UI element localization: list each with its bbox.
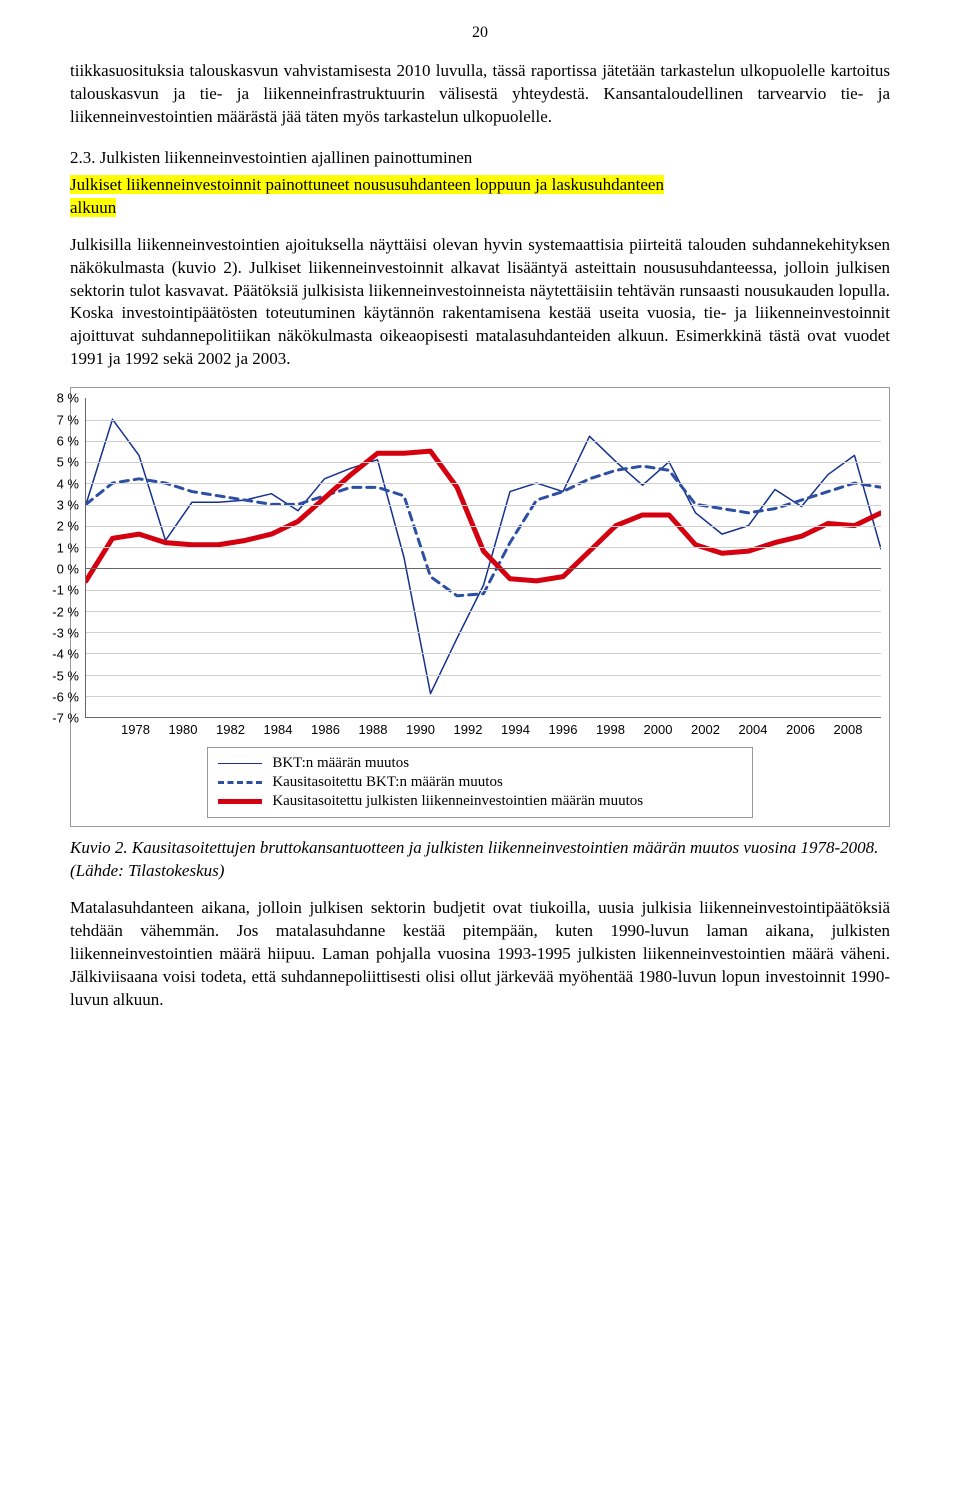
- legend-row: Kausitasoitettu julkisten liikenneinvest…: [218, 792, 741, 811]
- legend-row: BKT:n määrän muutos: [218, 754, 741, 773]
- highlight-block: Julkiset liikenneinvestoinnit painottune…: [70, 174, 890, 220]
- highlight-line-1: Julkiset liikenneinvestoinnit painottune…: [70, 175, 664, 194]
- highlight-line-2: alkuun: [70, 198, 116, 217]
- legend-label: BKT:n määrän muutos: [272, 755, 409, 772]
- legend-swatch: [218, 799, 262, 804]
- legend-label: Kausitasoitettu julkisten liikenneinvest…: [272, 793, 643, 810]
- legend-label: Kausitasoitettu BKT:n määrän muutos: [272, 774, 502, 791]
- page-number: 20: [70, 24, 890, 42]
- chart-lines-svg: [86, 398, 881, 717]
- section-heading: 2.3. Julkisten liikenneinvestointien aja…: [70, 147, 890, 170]
- paragraph-2: Julkisilla liikenneinvestointien ajoituk…: [70, 234, 890, 372]
- chart-legend: BKT:n määrän muutos Kausitasoitettu BKT:n…: [207, 747, 752, 818]
- figure-caption: Kuvio 2. Kausitasoitettujen bruttokansan…: [70, 837, 890, 883]
- chart-container: 8 %7 %6 %5 %4 %3 %2 %1 %0 %-1 %-2 %-3 %-…: [70, 387, 890, 827]
- legend-row: Kausitasoitettu BKT:n määrän muutos: [218, 773, 741, 792]
- paragraph-3: Matalasuhdanteen aikana, jolloin julkise…: [70, 897, 890, 1012]
- legend-swatch: [218, 781, 262, 784]
- chart-plot: 8 %7 %6 %5 %4 %3 %2 %1 %0 %-1 %-2 %-3 %-…: [79, 398, 881, 718]
- x-axis: 1978198019821984198619881990199219941996…: [121, 718, 881, 737]
- plot-area: [85, 398, 881, 718]
- paragraph-1: tiikkasuosituksia talouskasvun vahvistam…: [70, 60, 890, 129]
- legend-swatch: [218, 763, 262, 764]
